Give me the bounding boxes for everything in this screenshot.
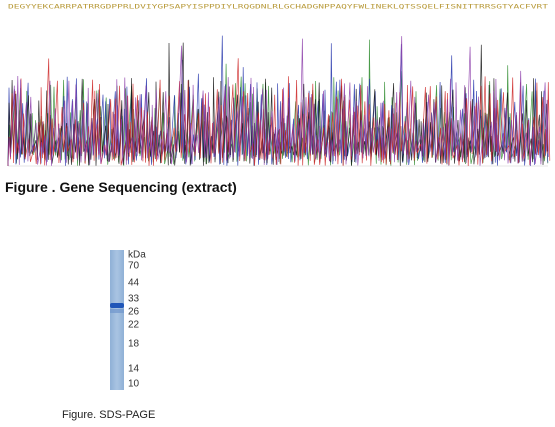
sequence: DEGYYEKCARRPATRRGDPPRLDVIYGPSAPYISPPDIYL… <box>8 4 549 11</box>
marker-label: 26 <box>128 307 140 318</box>
protein-band <box>110 303 124 308</box>
marker-label: 14 <box>128 364 140 375</box>
chromatogram: DEGYYEKCARRPATRRGDPPRLDVIYGPSAPYISPPDIYL… <box>7 4 551 167</box>
gel: kDa 70 44 33 26 22 18 14 10 <box>110 250 146 390</box>
marker-label: 18 <box>128 339 140 350</box>
marker-label: 44 <box>128 278 140 289</box>
band-shadow <box>110 309 124 313</box>
marker-label: 33 <box>128 294 140 305</box>
marker-label: 70 <box>128 261 140 272</box>
marker-label: 10 <box>128 379 140 390</box>
marker-label: 22 <box>128 320 140 331</box>
gel-caption: Figure. SDS-PAGE <box>62 409 156 421</box>
gel-lane <box>110 250 124 390</box>
gene-caption: Figure . Gene Sequencing (extract) <box>5 179 237 195</box>
trace <box>7 36 549 167</box>
gel-unit: kDa <box>128 250 146 261</box>
